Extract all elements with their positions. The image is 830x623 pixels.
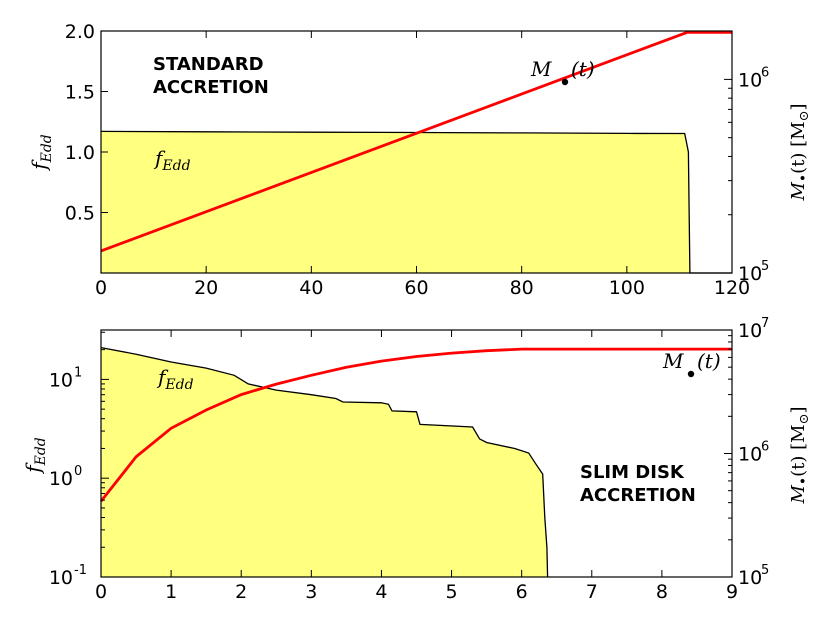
top-plot-area xyxy=(100,30,732,274)
top-fedd-sub: Edd xyxy=(161,158,190,174)
bottom-right-ytick-exp: 7 xyxy=(761,316,769,331)
bottom-right-ytick-label: 10 xyxy=(738,444,762,466)
bottom-xtick-label: 7 xyxy=(586,581,598,603)
bottom-xtick-label: 1 xyxy=(165,581,177,603)
bottom-mass-line xyxy=(99,347,732,503)
bottom-annotation-line-1: SLIM DISK xyxy=(580,462,685,483)
top-xtick-label: 40 xyxy=(299,277,323,299)
bottom-right-ytick-exp: 5 xyxy=(761,563,769,578)
top-right-axis-label: M•(t) [M⊙] xyxy=(788,103,812,201)
top-right-ytick-exp: 5 xyxy=(761,259,769,274)
bottom-xtick-label: 9 xyxy=(726,581,738,603)
bottom-left-ytick-exp: 0 xyxy=(74,464,82,479)
bottom-right-axis-label-bullet: • xyxy=(796,477,812,485)
bottom-xtick-label: 3 xyxy=(305,581,317,603)
top-annotation-line-1: STANDARD xyxy=(153,54,264,75)
top-left-ytick-label: 0.5 xyxy=(65,203,95,225)
top-right-axis-label-close: ] xyxy=(788,103,809,110)
bottom-mass-rest: (t) xyxy=(697,349,721,373)
bottom-right-ytick-label: 10 xyxy=(738,320,762,342)
top-xtick-label: 120 xyxy=(714,277,750,299)
top-left-ytick-label: 1.0 xyxy=(65,142,95,164)
bottom-right-ytick-exp: 6 xyxy=(761,440,769,455)
bottom-xtick-label: 4 xyxy=(375,581,387,603)
bottom-left-ytick-exp: 1 xyxy=(74,365,82,380)
bottom-right-axis-label-sun: ⊙ xyxy=(797,413,812,424)
bottom-plot-area xyxy=(99,346,732,578)
bottom-right-axis-label-m: M xyxy=(788,485,809,505)
bottom-fedd-area xyxy=(101,347,548,577)
top-mass-label: M (t) xyxy=(530,57,595,86)
bottom-right-axis-label-paren: (t) [M xyxy=(788,424,809,476)
bottom-fedd-line xyxy=(100,346,549,578)
bottom-fedd-sub: Edd xyxy=(164,377,193,393)
top-mass-rest: (t) xyxy=(571,57,595,81)
bottom-right-ytick-label: 10 xyxy=(738,567,762,589)
top-xtick-label: 60 xyxy=(404,277,428,299)
top-xtick-label: 0 xyxy=(95,277,107,299)
bottom-left-ytick-label: 10 xyxy=(49,567,73,589)
top-fedd-line xyxy=(100,130,732,274)
top-left-axis-label: fEdd xyxy=(27,134,55,172)
top-mass-dot xyxy=(561,78,569,86)
bottom-xtick-label: 2 xyxy=(235,581,247,603)
bottom-xtick-label: 6 xyxy=(516,581,528,603)
bottom-left-ytick-label: 10 xyxy=(49,468,73,490)
top-annotation-line-2: ACCRETION xyxy=(153,77,269,98)
top-right-ytick-exp: 6 xyxy=(761,65,769,80)
top-left-ytick-label: 2.0 xyxy=(65,21,95,43)
top-right-axis-label-text: M•(t) [M⊙] xyxy=(788,103,812,201)
bottom-mass-main: M xyxy=(662,349,684,373)
bottom-mass-label: M (t) xyxy=(662,349,721,378)
bottom-right-axis-label-text: M•(t) [M⊙] xyxy=(788,406,812,504)
bottom-xtick-label: 8 xyxy=(656,581,668,603)
top-right-axis-label-sun: ⊙ xyxy=(797,110,812,121)
bottom-right-axis-label: M•(t) [M⊙] xyxy=(788,406,812,504)
bottom-xtick-label: 5 xyxy=(446,581,458,603)
bottom-left-ytick-label: 10 xyxy=(49,369,73,391)
top-left-ytick-label: 1.5 xyxy=(65,82,95,104)
bottom-right-axis-label-close: ] xyxy=(788,406,809,413)
bottom-left-axis-label: fEdd xyxy=(21,437,49,475)
top-mass-main: M xyxy=(530,57,552,81)
top-xtick-label: 20 xyxy=(194,277,218,299)
bottom-xtick-label: 0 xyxy=(95,581,107,603)
top-right-axis-label-m: M xyxy=(788,182,809,202)
bottom-left-ytick-exp: -1 xyxy=(74,563,87,578)
top-mass-line xyxy=(100,30,732,253)
top-fedd-area xyxy=(101,131,732,273)
bottom-mass-dot xyxy=(687,370,695,378)
bottom-annotation-line-2: ACCRETION xyxy=(580,485,696,506)
top-right-axis-label-bullet: • xyxy=(796,174,812,182)
top-xtick-label: 100 xyxy=(609,277,645,299)
top-right-axis-label-paren: (t) [M xyxy=(788,121,809,173)
top-xtick-label: 80 xyxy=(510,277,534,299)
top-right-ytick-label: 10 xyxy=(738,69,762,91)
top-right-ytick-label: 10 xyxy=(738,263,762,285)
top-left-axis-label-sub: Edd xyxy=(39,134,55,163)
bottom-left-axis-label-sub: Edd xyxy=(33,437,49,466)
